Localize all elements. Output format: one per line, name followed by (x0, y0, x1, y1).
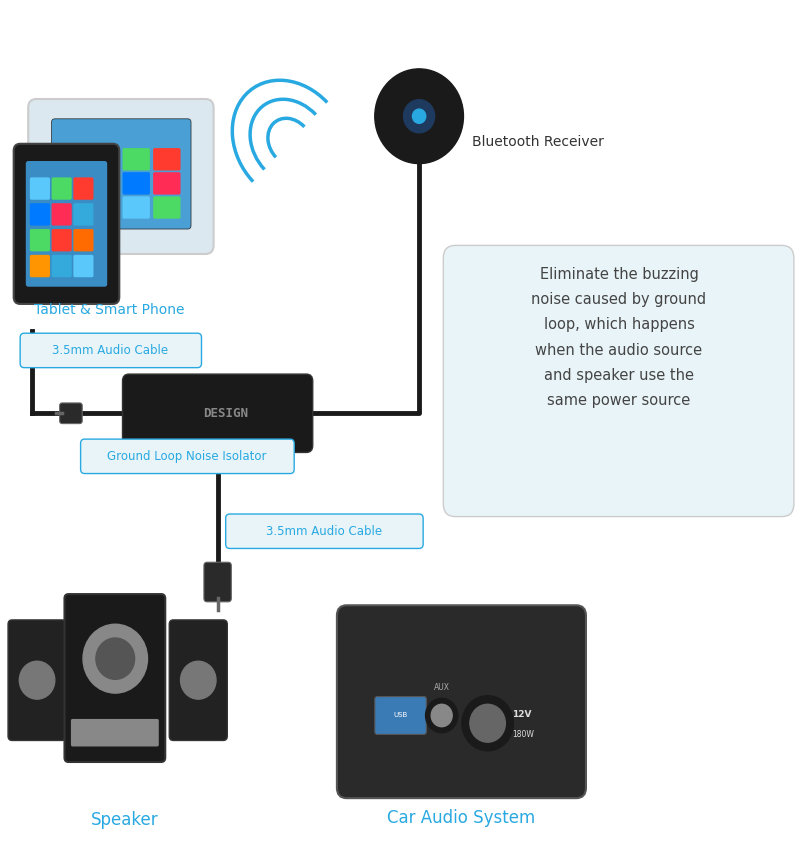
Text: Bluetooth Receiver: Bluetooth Receiver (472, 135, 604, 149)
Circle shape (19, 661, 55, 699)
Text: 3.5mm Audio Cable: 3.5mm Audio Cable (266, 524, 382, 538)
FancyBboxPatch shape (30, 177, 50, 200)
FancyBboxPatch shape (30, 203, 50, 226)
Circle shape (181, 661, 216, 699)
FancyBboxPatch shape (30, 255, 50, 277)
FancyBboxPatch shape (8, 620, 66, 740)
Text: DESIGN: DESIGN (203, 406, 248, 420)
Circle shape (462, 696, 513, 751)
FancyBboxPatch shape (204, 562, 231, 602)
FancyBboxPatch shape (60, 403, 82, 424)
FancyBboxPatch shape (52, 229, 72, 251)
Text: 12V: 12V (512, 710, 531, 719)
Circle shape (404, 100, 434, 133)
Circle shape (426, 698, 458, 733)
FancyBboxPatch shape (73, 177, 93, 200)
FancyBboxPatch shape (61, 148, 89, 170)
FancyBboxPatch shape (123, 172, 150, 195)
FancyBboxPatch shape (153, 172, 181, 195)
FancyBboxPatch shape (123, 148, 150, 170)
FancyBboxPatch shape (153, 148, 181, 170)
Text: Tablet & Smart Phone: Tablet & Smart Phone (34, 303, 184, 317)
FancyBboxPatch shape (61, 196, 89, 219)
FancyBboxPatch shape (153, 196, 181, 219)
FancyBboxPatch shape (123, 374, 313, 453)
Text: 180W: 180W (512, 730, 534, 739)
FancyBboxPatch shape (73, 229, 93, 251)
Circle shape (470, 704, 505, 742)
FancyBboxPatch shape (92, 148, 119, 170)
Circle shape (375, 69, 463, 164)
FancyBboxPatch shape (64, 594, 165, 762)
Circle shape (431, 704, 452, 727)
FancyBboxPatch shape (73, 255, 93, 277)
Circle shape (413, 109, 426, 123)
FancyBboxPatch shape (52, 255, 72, 277)
Circle shape (96, 638, 135, 679)
FancyBboxPatch shape (123, 196, 150, 219)
FancyBboxPatch shape (73, 203, 93, 226)
Text: AUX: AUX (434, 683, 450, 691)
FancyBboxPatch shape (14, 144, 119, 304)
Text: 3.5mm Audio Cable: 3.5mm Audio Cable (52, 344, 168, 357)
Text: Speaker: Speaker (91, 811, 159, 829)
FancyBboxPatch shape (52, 177, 72, 200)
FancyBboxPatch shape (169, 620, 227, 740)
FancyBboxPatch shape (443, 245, 794, 517)
FancyBboxPatch shape (52, 119, 191, 229)
Text: USB: USB (393, 713, 408, 718)
FancyBboxPatch shape (20, 333, 202, 368)
Text: Eliminate the buzzing
noise caused by ground
loop, which happens
when the audio : Eliminate the buzzing noise caused by gr… (531, 267, 707, 408)
FancyBboxPatch shape (26, 161, 107, 287)
FancyBboxPatch shape (81, 439, 294, 474)
FancyBboxPatch shape (226, 514, 423, 548)
FancyBboxPatch shape (92, 196, 119, 219)
Text: Ground Loop Noise Isolator: Ground Loop Noise Isolator (107, 449, 267, 463)
FancyBboxPatch shape (61, 172, 89, 195)
Circle shape (83, 624, 147, 693)
FancyBboxPatch shape (92, 172, 119, 195)
FancyBboxPatch shape (28, 99, 214, 254)
FancyBboxPatch shape (71, 719, 159, 746)
FancyBboxPatch shape (30, 229, 50, 251)
FancyBboxPatch shape (52, 203, 72, 226)
FancyBboxPatch shape (337, 605, 586, 798)
Text: Car Audio System: Car Audio System (388, 809, 535, 827)
FancyBboxPatch shape (375, 697, 426, 734)
